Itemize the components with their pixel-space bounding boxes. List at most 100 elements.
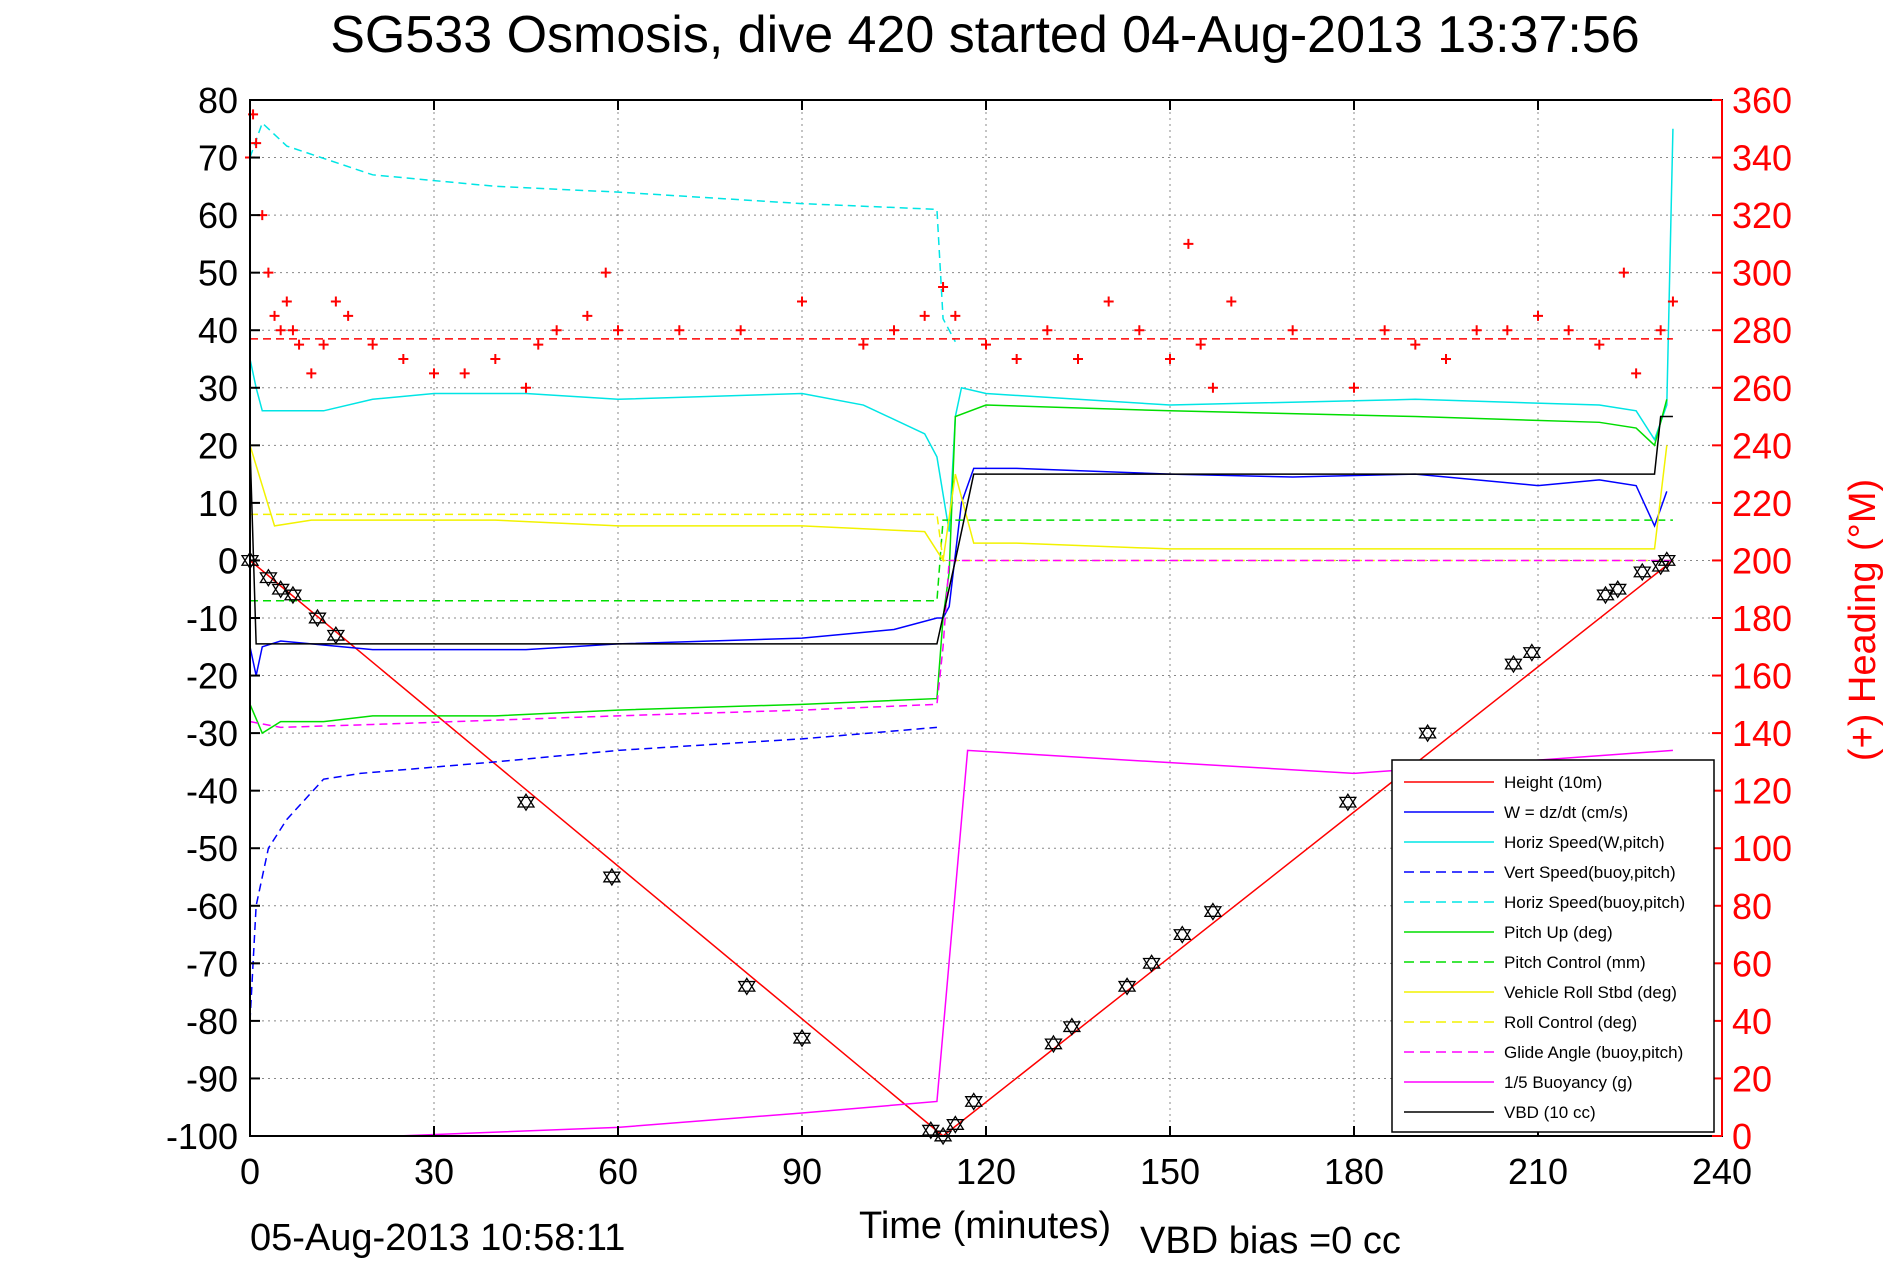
- heading-marker: [938, 282, 949, 293]
- depth-marker: [1418, 723, 1437, 743]
- heading-marker: [1618, 267, 1629, 278]
- y2-tick-label: 100: [1732, 828, 1792, 869]
- heading-marker: [1226, 296, 1237, 307]
- x-tick-label: 90: [782, 1151, 822, 1192]
- y-tick-label: -80: [186, 1001, 238, 1042]
- y2-tick-label: 60: [1732, 943, 1772, 984]
- y2-axis-label: (+) Heading (°M): [1842, 479, 1884, 761]
- y2-tick-label: 160: [1732, 656, 1792, 697]
- series-line: [250, 513, 1673, 562]
- depth-marker: [1633, 562, 1652, 582]
- y2-tick-label: 0: [1732, 1116, 1752, 1157]
- legend-label: Height (10m): [1504, 773, 1602, 792]
- heading-marker: [981, 339, 991, 350]
- heading-marker: [1207, 382, 1218, 393]
- legend-label: Roll Control (deg): [1504, 1013, 1637, 1032]
- heading-marker: [1287, 325, 1298, 336]
- series-line: [397, 749, 1673, 1137]
- y-tick-label: 10: [198, 483, 238, 524]
- y2-tick-label: 140: [1732, 713, 1792, 754]
- heading-marker: [797, 296, 807, 307]
- depth-marker: [283, 585, 303, 605]
- y-ticks: -100-90-80-70-60-50-40-30-20-10010203040…: [166, 80, 260, 1157]
- heading-marker: [858, 339, 869, 350]
- heading-marker: [490, 354, 501, 364]
- y-tick-label: 30: [198, 368, 238, 409]
- heading-marker: [287, 325, 298, 336]
- depth-marker: [1596, 585, 1615, 605]
- depth-marker: [1044, 1034, 1063, 1054]
- x-tick-label: 180: [1324, 1151, 1384, 1192]
- depth-marker: [1522, 643, 1542, 662]
- x-tick-label: 0: [240, 1151, 260, 1192]
- heading-marker: [1631, 368, 1642, 379]
- y-tick-label: -40: [186, 771, 238, 812]
- series-line: [249, 726, 937, 1021]
- heading-marker: [582, 310, 593, 321]
- x-tick-label: 30: [414, 1151, 454, 1192]
- y2-tick-label: 180: [1732, 598, 1792, 639]
- heading-marker: [275, 325, 286, 336]
- heading-marker: [521, 382, 531, 393]
- legend-label: Vert Speed(buoy,pitch): [1504, 863, 1676, 882]
- depth-marker: [1608, 579, 1627, 599]
- heading-marker: [1183, 238, 1194, 249]
- heading-marker: [950, 310, 961, 321]
- heading-marker: [1563, 325, 1574, 336]
- heading-marker: [367, 339, 378, 350]
- series-line: [249, 121, 956, 343]
- heading-marker: [281, 296, 292, 307]
- y2-tick-label: 40: [1732, 1001, 1772, 1042]
- y-tick-label: -20: [186, 656, 238, 697]
- y-tick-label: 0: [218, 540, 238, 581]
- series-line: [249, 559, 1673, 729]
- y-tick-label: 70: [198, 138, 238, 179]
- heading-marker: [306, 368, 317, 379]
- depth-marker: [308, 608, 327, 628]
- y2-tick-label: 340: [1732, 138, 1792, 179]
- heading-marker: [398, 354, 409, 364]
- heading-marker: [330, 296, 341, 307]
- y2-tick-label: 120: [1732, 771, 1792, 812]
- y2-tick-label: 220: [1732, 483, 1792, 524]
- heading-marker: [551, 325, 562, 336]
- y-tick-label: -10: [186, 598, 238, 639]
- footer-date: 05-Aug-2013 10:58:11: [250, 1217, 625, 1259]
- depth-marker: [964, 1092, 983, 1111]
- series-line: [249, 399, 1668, 735]
- depth-marker: [1173, 925, 1192, 944]
- y-tick-label: 50: [198, 253, 238, 294]
- heading-marker: [263, 267, 274, 278]
- y2-tick-label: 240: [1732, 425, 1792, 466]
- y-tick-label: -50: [186, 828, 238, 869]
- heading-marker: [533, 339, 544, 350]
- heading-marker: [1134, 325, 1145, 336]
- heading-marker: [1441, 354, 1451, 364]
- y2-tick-label: 260: [1732, 368, 1792, 409]
- legend-label: Pitch Control (mm): [1504, 953, 1646, 972]
- heading-marker: [1042, 325, 1053, 336]
- y2-tick-label: 320: [1732, 195, 1792, 236]
- legend-box: [1391, 759, 1715, 1133]
- y-tick-label: -30: [186, 713, 238, 754]
- series-layer: [240, 109, 1678, 1146]
- heading-marker: [1471, 325, 1482, 336]
- heading-marker: [294, 339, 305, 350]
- depth-marker: [602, 867, 622, 887]
- heading-marker: [613, 325, 623, 336]
- x-tick-label: 240: [1692, 1151, 1752, 1192]
- y-tick-label: -100: [166, 1116, 238, 1157]
- heading-marker: [1165, 354, 1175, 364]
- heading-marker: [1011, 354, 1022, 364]
- depth-marker: [946, 1115, 965, 1134]
- series-line: [249, 128, 1674, 532]
- x-tick-label: 150: [1140, 1151, 1200, 1192]
- heading-marker: [889, 325, 899, 336]
- depth-marker: [1117, 977, 1137, 996]
- heading-marker: [1594, 339, 1605, 350]
- heading-marker: [459, 368, 470, 379]
- y-tick-label: 60: [198, 195, 238, 236]
- heading-marker: [1533, 310, 1543, 321]
- depth-marker: [1142, 954, 1161, 973]
- legend-label: W = dz/dt (cm/s): [1504, 803, 1628, 822]
